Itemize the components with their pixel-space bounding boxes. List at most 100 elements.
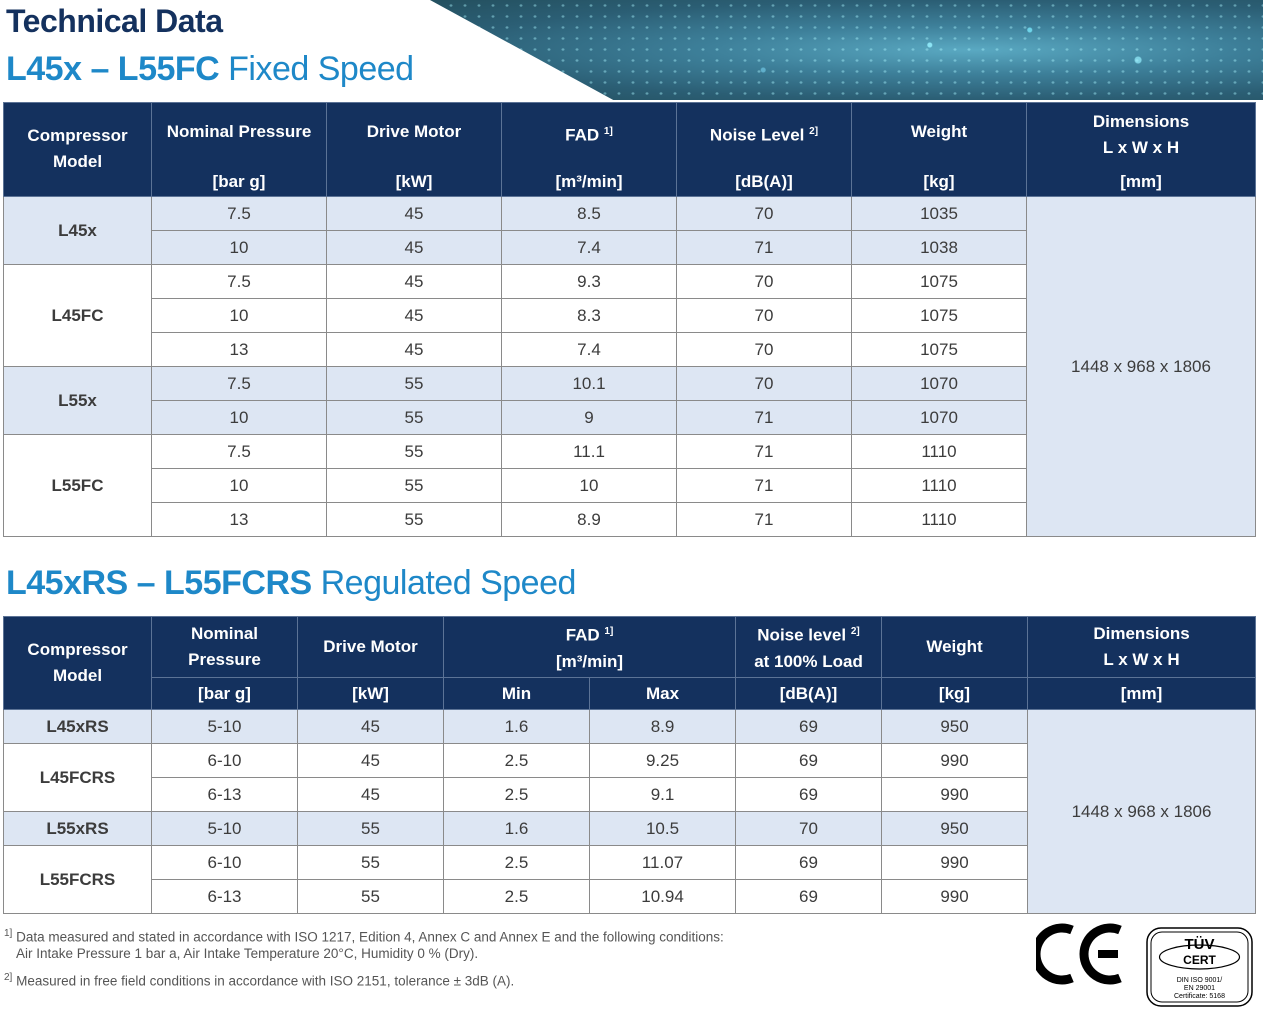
table-row: L45x 7.5 45 8.5 70 1035 1448 x 968 x 180…	[3, 196, 1256, 537]
pressure-cell: 7.5	[151, 264, 327, 299]
tuv-cert-logo: TÜV CERT DIN ISO 9001/ EN 29001 Certific…	[1146, 927, 1253, 1007]
footnote-1: 1] Data measured and stated in accordanc…	[4, 928, 724, 945]
fad-cell: 9	[501, 400, 677, 435]
fad-max-cell: 9.25	[588, 743, 737, 778]
col-noise: Noise level 2] at 100% Load	[735, 616, 883, 678]
fad-max-header: Max	[588, 677, 737, 710]
tuv-line-3: Certificate: 5168	[1174, 993, 1225, 1000]
pressure-cell: 6-10	[151, 743, 298, 778]
fad-min-cell: 2.5	[443, 879, 590, 914]
pressure-cell: 10	[151, 468, 327, 503]
motor-cell: 45	[326, 332, 502, 367]
noise-cell: 70	[676, 332, 852, 367]
fad-min-cell: 2.5	[443, 777, 590, 812]
col-model: Compressor Model	[3, 616, 152, 710]
noise-cell: 71	[676, 230, 852, 265]
fad-min-cell: 2.5	[443, 845, 590, 880]
noise-cell: 70	[735, 811, 883, 846]
col-model: Compressor Model	[3, 102, 152, 197]
pressure-cell: 7.5	[151, 196, 327, 231]
col-motor: Drive Motor [kW]	[326, 102, 502, 197]
motor-cell: 55	[297, 845, 444, 880]
noise-cell: 70	[676, 196, 852, 231]
tuv-cert-text: CERT	[1183, 953, 1216, 967]
noise-cell: 71	[676, 502, 852, 537]
fad-max-cell: 9.1	[588, 777, 737, 812]
weight-cell: 950	[881, 811, 1029, 846]
weight-cell: 1075	[851, 332, 1027, 367]
noise-cell: 71	[676, 400, 852, 435]
fad-cell: 8.5	[501, 196, 677, 231]
page-title: Technical Data	[6, 3, 223, 39]
table-row: 13 45 7.4 70 1075	[3, 332, 1256, 367]
fad-cell: 8.9	[501, 502, 677, 537]
pressure-cell: 10	[151, 400, 327, 435]
motor-cell: 55	[297, 879, 444, 914]
weight-cell: 1038	[851, 230, 1027, 265]
pressure-cell: 5-10	[151, 709, 298, 744]
footnote-1-conditions: Air Intake Pressure 1 bar a, Air Intake …	[16, 946, 479, 961]
pressure-unit: [bar g]	[151, 677, 298, 710]
model-cell: L45x	[3, 196, 152, 265]
motor-cell: 45	[297, 743, 444, 778]
weight-cell: 990	[881, 777, 1029, 812]
motor-cell: 45	[326, 196, 502, 231]
model-cell: L55FCRS	[3, 845, 152, 914]
tuv-line-1: DIN ISO 9001/	[1177, 977, 1223, 984]
col-pressure: Nominal Pressure [bar g]	[151, 102, 327, 197]
fad-max-cell: 10.94	[588, 879, 737, 914]
fad-cell: 7.4	[501, 230, 677, 265]
fixed-speed-table: Compressor Model Nominal Pressure [bar g]…	[3, 102, 1256, 537]
motor-cell: 45	[326, 298, 502, 333]
col-dimensions: Dimensions L x W x H	[1027, 616, 1257, 678]
dim-unit: [mm]	[1027, 677, 1257, 710]
weight-cell: 1070	[851, 400, 1027, 435]
noise-cell: 71	[676, 434, 852, 469]
noise-unit: [dB(A)]	[735, 677, 883, 710]
weight-cell: 1110	[851, 468, 1027, 503]
noise-cell: 69	[735, 879, 883, 914]
fad-min-cell: 1.6	[443, 709, 590, 744]
weight-cell: 990	[881, 845, 1029, 880]
motor-unit: [kW]	[297, 677, 444, 710]
motor-cell: 55	[326, 400, 502, 435]
fad-cell: 11.1	[501, 434, 677, 469]
noise-cell: 69	[735, 777, 883, 812]
pressure-cell: 6-10	[151, 845, 298, 880]
pressure-cell: 7.5	[151, 366, 327, 401]
footnote-2: 2] Measured in free field conditions in …	[4, 972, 515, 989]
pressure-cell: 13	[151, 332, 327, 367]
noise-cell: 71	[676, 468, 852, 503]
model-cell: L55FC	[3, 434, 152, 537]
col-motor: Drive Motor	[297, 616, 444, 678]
fad-min-cell: 2.5	[443, 743, 590, 778]
col-dimensions: Dimensions L x W x H [mm]	[1026, 102, 1256, 197]
model-cell: L45xRS	[3, 709, 152, 744]
table-row: L45xRS 5-10 45 1.6 8.9 69 950 1448 x 968…	[3, 709, 1257, 914]
weight-cell: 950	[881, 709, 1029, 744]
pressure-cell: 6-13	[151, 777, 298, 812]
tuv-logo-text: TÜV	[1185, 936, 1215, 953]
noise-cell: 69	[735, 845, 883, 880]
motor-cell: 55	[297, 811, 444, 846]
motor-cell: 55	[326, 502, 502, 537]
weight-cell: 1070	[851, 366, 1027, 401]
header-image-dots	[430, 0, 1263, 100]
model-cell: L45FCRS	[3, 743, 152, 812]
dimensions-cell: 1448 x 968 x 1806	[1027, 709, 1257, 914]
motor-cell: 45	[297, 709, 444, 744]
col-weight: Weight	[881, 616, 1029, 678]
fad-max-cell: 8.9	[588, 709, 737, 744]
weight-cell: 990	[881, 743, 1029, 778]
noise-cell: 70	[676, 366, 852, 401]
motor-cell: 45	[326, 230, 502, 265]
weight-cell: 1075	[851, 264, 1027, 299]
noise-cell: 69	[735, 743, 883, 778]
col-fad: FAD 1] [m³/min]	[442, 616, 737, 678]
weight-cell: 1075	[851, 298, 1027, 333]
weight-cell: 1110	[851, 434, 1027, 469]
fad-max-cell: 11.07	[588, 845, 737, 880]
pressure-cell: 10	[151, 298, 327, 333]
weight-cell: 1110	[851, 502, 1027, 537]
dimensions-cell: 1448 x 968 x 1806	[1026, 196, 1256, 537]
